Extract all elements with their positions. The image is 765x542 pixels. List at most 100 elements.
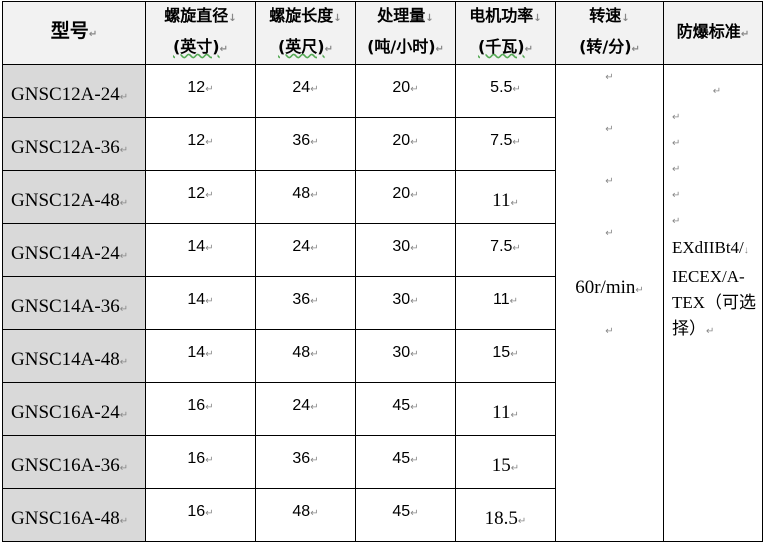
- cell-text: 20: [392, 79, 411, 96]
- cell-diameter: 16: [145, 382, 256, 436]
- cell-capacity: 30: [355, 223, 456, 277]
- cell-text: 20: [392, 185, 411, 202]
- cell-text: GNSC16A-36: [11, 455, 120, 476]
- cell-text: GNSC14A-24: [11, 243, 120, 264]
- cell-text: 7.5: [490, 238, 513, 255]
- cell-capacity: 45: [355, 382, 456, 436]
- header-diameter: 螺旋直径(英寸): [145, 1, 256, 65]
- cell-text: 36: [292, 450, 311, 467]
- cell-text: 12: [187, 185, 206, 202]
- cell-power: 11: [455, 382, 556, 436]
- cell-diameter: 14: [145, 276, 256, 330]
- cell-text: 7.5: [490, 132, 513, 149]
- cell-power: 11: [455, 276, 556, 330]
- cell-standard: ↵↵↵↵↵↵EXdIIBt4/IECEX/A-TEX（可选择）: [663, 64, 763, 542]
- cell-text: 48: [292, 503, 311, 520]
- cell-text: 11: [493, 291, 510, 308]
- cell-text: 30: [392, 291, 411, 308]
- header-row: 型号 螺旋直径(英寸) 螺旋长度(英尺) 处理量(吨/小时) 电机功率(千瓦) …: [2, 1, 763, 65]
- cell-power: 15: [455, 329, 556, 383]
- cell-power: 7.5: [455, 117, 556, 171]
- cell-text: 24: [292, 79, 311, 96]
- cell-diameter: 12: [145, 170, 256, 224]
- cell-text: 45: [392, 450, 411, 467]
- cell-text: 30: [392, 238, 411, 255]
- cell-text: 15: [491, 455, 511, 476]
- cell-diameter: 14: [145, 329, 256, 383]
- cell-diameter: 12: [145, 117, 256, 171]
- cell-text: 36: [292, 132, 311, 149]
- cell-capacity: 20: [355, 117, 456, 171]
- table-row: GNSC12A-48 12 48 20 11: [2, 170, 763, 224]
- cell-text: 16: [187, 450, 206, 467]
- table-row: GNSC14A-48 14 48 30 15: [2, 329, 763, 383]
- cell-text: GNSC12A-24: [11, 84, 120, 105]
- cell-text: 12: [187, 79, 206, 96]
- cell-text: 20: [392, 132, 411, 149]
- cell-text: 5.5: [490, 79, 513, 96]
- cell-model: GNSC14A-36: [2, 276, 146, 330]
- cell-capacity: 20: [355, 64, 456, 118]
- cell-length: 24: [255, 223, 356, 277]
- cell-capacity: 30: [355, 329, 456, 383]
- cell-length: 24: [255, 382, 356, 436]
- cell-length: 48: [255, 488, 356, 542]
- cell-text: 14: [187, 291, 206, 308]
- cell-model: GNSC14A-48: [2, 329, 146, 383]
- cell-capacity: 45: [355, 488, 456, 542]
- cell-power: 11: [455, 170, 556, 224]
- cell-length: 36: [255, 276, 356, 330]
- cell-diameter: 14: [145, 223, 256, 277]
- cell-length: 24: [255, 64, 356, 118]
- cell-text: GNSC12A-36: [11, 137, 120, 158]
- cell-speed: ↵ ↵ ↵ ↵ 60r/min ↵: [555, 64, 664, 542]
- cell-text: 24: [292, 397, 311, 414]
- cell-length: 48: [255, 170, 356, 224]
- cell-text: 16: [187, 397, 206, 414]
- cell-text: 45: [392, 503, 411, 520]
- cell-model: GNSC16A-36: [2, 435, 146, 489]
- cell-power: 15: [455, 435, 556, 489]
- cell-text: 11: [492, 190, 511, 211]
- cell-text: 18.5: [484, 508, 518, 529]
- cell-text: 16: [187, 503, 206, 520]
- cell-power: 5.5: [455, 64, 556, 118]
- cell-text: 14: [187, 238, 206, 255]
- header-capacity: 处理量(吨/小时): [355, 1, 456, 65]
- table-row: GNSC14A-36 14 36 30 11: [2, 276, 763, 330]
- cell-text: GNSC14A-36: [11, 296, 120, 317]
- cell-length: 36: [255, 117, 356, 171]
- cell-text: 11: [492, 402, 511, 423]
- header-model: 型号: [2, 1, 146, 65]
- standard-text: EXdIIBt4/IECEX/A-TEX（可选择）: [672, 235, 762, 345]
- cell-text: GNSC16A-48: [11, 508, 120, 529]
- cell-capacity: 20: [355, 170, 456, 224]
- table-row: GNSC14A-24 14 24 30 7.5: [2, 223, 763, 277]
- cell-model: GNSC14A-24: [2, 223, 146, 277]
- cell-capacity: 30: [355, 276, 456, 330]
- cell-model: GNSC12A-36: [2, 117, 146, 171]
- cell-text: GNSC12A-48: [11, 190, 120, 211]
- cell-text: 12: [187, 132, 206, 149]
- cell-diameter: 16: [145, 488, 256, 542]
- cell-text: 45: [392, 397, 411, 414]
- cell-power: 7.5: [455, 223, 556, 277]
- cell-model: GNSC16A-48: [2, 488, 146, 542]
- cell-diameter: 16: [145, 435, 256, 489]
- cell-text: 14: [187, 344, 206, 361]
- header-power: 电机功率(千瓦): [455, 1, 556, 65]
- cell-length: 48: [255, 329, 356, 383]
- cell-model: GNSC16A-24: [2, 382, 146, 436]
- speed-value: 60r/min: [575, 277, 636, 298]
- cell-model: GNSC12A-48: [2, 170, 146, 224]
- cell-length: 36: [255, 435, 356, 489]
- cell-text: 30: [392, 344, 411, 361]
- header-length: 螺旋长度(英尺): [255, 1, 356, 65]
- cell-text: GNSC16A-24: [11, 402, 120, 423]
- cell-text: GNSC14A-48: [11, 349, 120, 370]
- cell-power: 18.5: [455, 488, 556, 542]
- cell-diameter: 12: [145, 64, 256, 118]
- cell-text: 48: [292, 344, 311, 361]
- cell-capacity: 45: [355, 435, 456, 489]
